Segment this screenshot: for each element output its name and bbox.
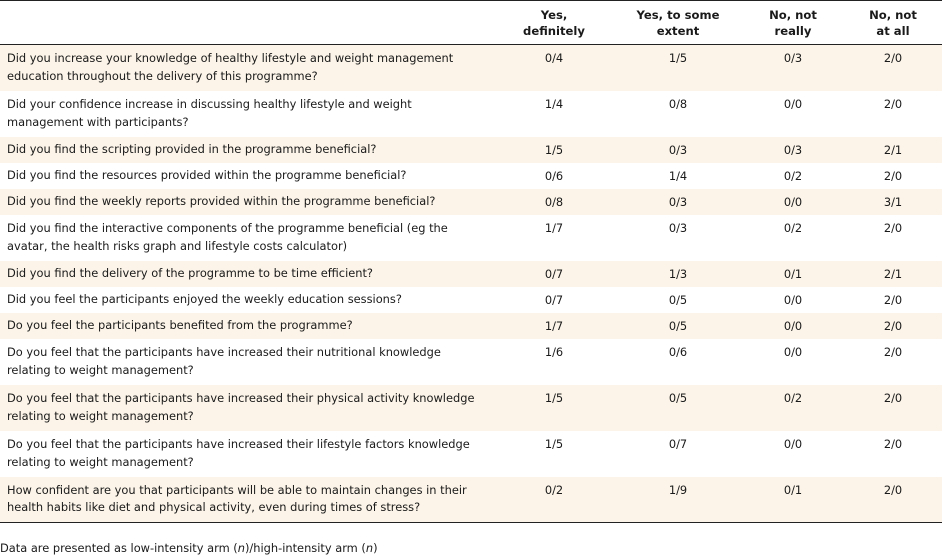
no-not-at-all-cell: 2/0 <box>883 168 903 183</box>
header-no-not-really: No, not really <box>769 7 817 38</box>
table-row: Did you find the scripting provided in t… <box>0 136 942 163</box>
survey-results-table: Yes, definitely Yes, to some extent No, … <box>0 0 942 523</box>
no-not-really-cell: 0/0 <box>783 436 803 451</box>
yes-definitely-cell: 1/7 <box>544 220 564 235</box>
table-row: Do you feel that the participants have i… <box>0 338 942 385</box>
no-not-really-cell: 0/0 <box>783 96 803 111</box>
no-not-at-all-cell: 3/1 <box>883 194 903 209</box>
table-row: Did you feel the participants enjoyed th… <box>0 286 942 313</box>
no-not-at-all-cell: 2/0 <box>883 390 903 405</box>
yes-definitely-cell: 1/7 <box>544 318 564 333</box>
yes-definitely-cell: 0/7 <box>544 292 564 307</box>
header-yes-definitely: Yes, definitely <box>523 7 585 38</box>
no-not-at-all-cell: 2/0 <box>883 436 903 451</box>
table-header: Yes, definitely Yes, to some extent No, … <box>0 0 942 45</box>
yes-some-extent-cell: 0/5 <box>668 390 688 405</box>
yes-definitely-cell: 0/4 <box>544 51 564 65</box>
no-not-really-cell: 0/0 <box>783 194 803 209</box>
yes-some-extent-cell: 0/3 <box>668 194 688 209</box>
no-not-at-all-cell: 2/1 <box>883 266 903 281</box>
header-question-column <box>0 1 494 45</box>
yes-definitely-cell: 0/6 <box>544 168 564 183</box>
no-not-really-cell: 0/0 <box>783 318 803 333</box>
question-cell: How confident are you that participants … <box>7 482 467 515</box>
header-row: Yes, definitely Yes, to some extent No, … <box>0 0 942 45</box>
no-not-at-all-cell: 2/0 <box>883 220 903 235</box>
yes-definitely-cell: 1/5 <box>544 142 564 157</box>
survey-results-table-container: Yes, definitely Yes, to some extent No, … <box>0 0 942 523</box>
yes-some-extent-cell: 1/3 <box>668 266 688 281</box>
table-row: Do you feel that the participants have i… <box>0 430 942 477</box>
question-cell: Did you find the resources provided with… <box>7 167 407 182</box>
yes-some-extent-cell: 0/7 <box>668 436 688 451</box>
question-cell: Did you find the delivery of the program… <box>7 265 373 280</box>
no-not-really-cell: 0/0 <box>783 344 803 359</box>
question-cell: Do you feel that the participants have i… <box>7 345 441 377</box>
question-cell: Did you find the weekly reports provided… <box>7 193 436 208</box>
question-cell: Did you feel the participants enjoyed th… <box>7 291 402 306</box>
no-not-really-cell: 0/2 <box>783 168 803 183</box>
yes-some-extent-cell: 1/9 <box>668 482 688 497</box>
table-footnote: Data are presented as low-intensity arm … <box>0 541 378 555</box>
yes-some-extent-cell: 0/3 <box>668 142 688 157</box>
table-row: Did you find the delivery of the program… <box>0 260 942 287</box>
question-cell: Did you find the interactive components … <box>7 221 448 253</box>
no-not-at-all-cell: 2/0 <box>883 51 903 65</box>
yes-some-extent-cell: 1/4 <box>668 168 688 183</box>
no-not-really-cell: 0/0 <box>783 292 803 307</box>
yes-some-extent-cell: 0/8 <box>668 96 688 111</box>
yes-some-extent-cell: 0/5 <box>668 292 688 307</box>
no-not-at-all-cell: 2/0 <box>883 318 903 333</box>
table-row: Do you feel the participants benefited f… <box>0 312 942 339</box>
yes-some-extent-cell: 0/5 <box>668 318 688 333</box>
table-row: Did you find the resources provided with… <box>0 162 942 189</box>
question-cell: Did you find the scripting provided in t… <box>7 141 377 156</box>
no-not-really-cell: 0/3 <box>783 142 803 157</box>
no-not-really-cell: 0/3 <box>783 51 803 65</box>
no-not-at-all-cell: 2/0 <box>883 96 903 111</box>
table-row: Did you find the weekly reports provided… <box>0 188 942 215</box>
no-not-really-cell: 0/2 <box>783 220 803 235</box>
question-cell: Did your confidence increase in discussi… <box>7 97 412 129</box>
no-not-at-all-cell: 2/0 <box>883 292 903 307</box>
no-not-really-cell: 0/1 <box>783 482 803 497</box>
yes-definitely-cell: 1/5 <box>544 436 564 451</box>
table-row: Did your confidence increase in discussi… <box>0 90 942 137</box>
yes-some-extent-cell: 0/3 <box>668 220 688 235</box>
table-row: Do you feel that the participants have i… <box>0 384 942 431</box>
no-not-at-all-cell: 2/1 <box>883 142 903 157</box>
question-cell: Do you feel the participants benefited f… <box>7 317 353 332</box>
yes-some-extent-cell: 1/5 <box>668 51 688 65</box>
no-not-really-cell: 0/2 <box>783 390 803 405</box>
no-not-really-cell: 0/1 <box>783 266 803 281</box>
question-cell: Do you feel that the participants have i… <box>7 391 475 423</box>
table-row: Did you increase your knowledge of healt… <box>0 44 942 91</box>
table-body: Did you increase your knowledge of healt… <box>0 44 942 523</box>
yes-definitely-cell: 0/2 <box>544 482 564 497</box>
yes-definitely-cell: 1/6 <box>544 344 564 359</box>
no-not-at-all-cell: 2/0 <box>883 344 903 359</box>
yes-definitely-cell: 0/8 <box>544 194 564 209</box>
yes-definitely-cell: 0/7 <box>544 266 564 281</box>
table-row: Did you find the interactive components … <box>0 214 942 261</box>
header-no-not-at-all: No, not at all <box>869 7 917 38</box>
question-cell: Did you increase your knowledge of healt… <box>7 51 454 83</box>
no-not-at-all-cell: 2/0 <box>883 482 903 497</box>
table-row: How confident are you that participants … <box>0 476 942 523</box>
yes-definitely-cell: 1/5 <box>544 390 564 405</box>
header-yes-some-extent: Yes, to some extent <box>636 7 720 38</box>
yes-some-extent-cell: 0/6 <box>668 344 688 359</box>
yes-definitely-cell: 1/4 <box>544 96 564 111</box>
question-cell: Do you feel that the participants have i… <box>7 437 470 469</box>
